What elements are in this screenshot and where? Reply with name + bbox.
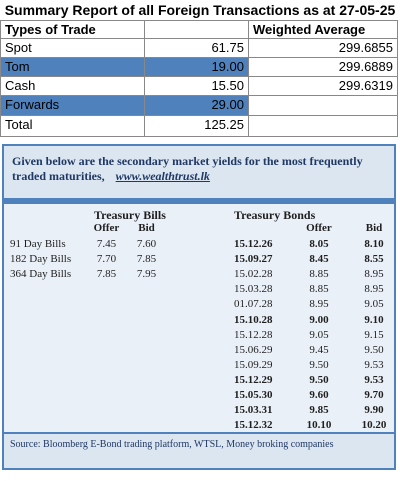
bond-bid: 9.05: [364, 298, 384, 311]
col-head: Offer: [93, 222, 120, 234]
bill-bid: 7.60: [136, 238, 157, 250]
bond-offer: 9.00: [309, 313, 329, 326]
volume: 125.25: [144, 115, 249, 137]
row-label: Total: [0, 115, 145, 137]
weighted-average: 299.6855: [248, 38, 398, 58]
bond-bid: 9.53: [364, 358, 384, 371]
bond-maturity: 15.10.28: [234, 313, 273, 326]
bond-maturity: 15.12.26: [234, 238, 273, 250]
bills-title: Treasury Bills: [94, 208, 166, 222]
bond-offer: 8.85: [309, 283, 329, 296]
bond-maturity: 15.05.30: [234, 389, 273, 401]
bond-bid: 9.50: [364, 343, 384, 356]
bond-maturity: 15.12.32: [234, 419, 273, 432]
row-label: Spot: [0, 38, 145, 58]
bond-bid: 10.20: [361, 419, 387, 432]
bond-bid: 9.70: [364, 389, 384, 401]
bond-maturity: 15.12.28: [234, 328, 273, 341]
bond-offer: 9.05: [309, 328, 329, 341]
bond-offer: 9.85: [309, 404, 329, 417]
bond-offer: 9.50: [309, 358, 329, 371]
bond-bid: 8.10: [364, 238, 384, 250]
bonds-title: Treasury Bonds: [234, 208, 316, 222]
bond-maturity: 15.12.29: [234, 373, 273, 386]
col-head: Offer: [306, 222, 332, 234]
row-label: Tom: [0, 57, 145, 77]
bond-offer: 8.05: [309, 238, 329, 250]
row-label: Cash: [0, 76, 145, 96]
bill-bid: 7.95: [136, 268, 157, 281]
yields-panel: Given below are the secondary market yie…: [2, 144, 396, 470]
bill-offer: 7.45: [96, 238, 117, 250]
bond-bid: 9.15: [364, 328, 384, 341]
bill-name: 182 Day Bills: [10, 253, 72, 266]
bond-offer: 9.60: [309, 389, 329, 401]
summary-table: Types of Trade Weighted Average Spot 61.75 2…: [0, 20, 400, 138]
bond-bid: 8.55: [364, 253, 384, 266]
bond-offer: 10.10: [306, 419, 332, 432]
bond-bid: 9.10: [364, 313, 384, 326]
bond-offer: 9.45: [309, 343, 329, 356]
bond-bid: 8.95: [364, 268, 384, 281]
bond-maturity: 15.03.28: [234, 283, 273, 296]
divider: [4, 198, 394, 204]
bill-bid: 7.85: [136, 253, 157, 266]
bill-name: 91 Day Bills: [10, 238, 66, 250]
summary-title: Summary Report of all Foreign Transactio…: [4, 2, 396, 18]
row-label: Forwards: [0, 95, 145, 116]
bond-offer: 8.85: [309, 268, 329, 281]
header-cell: [144, 20, 249, 39]
source: Source: Bloomberg E-Bond trading platfor…: [10, 439, 334, 450]
weighted-average: 299.6319: [248, 76, 398, 96]
bond-offer: 8.45: [309, 253, 329, 266]
intro-text: Given below are the secondary market yie…: [12, 154, 363, 183]
divider: [4, 432, 394, 434]
volume: 29.00: [144, 95, 249, 116]
yields-body: [4, 204, 394, 432]
bond-maturity: 15.09.27: [234, 253, 273, 266]
weighted-average: [248, 95, 398, 116]
bond-maturity: 15.06.29: [234, 343, 273, 356]
yields-intro: Given below are the secondary market yie…: [12, 154, 392, 184]
bond-bid: 9.90: [364, 404, 384, 417]
volume: 61.75: [144, 38, 249, 58]
bond-offer: 8.95: [309, 298, 329, 311]
bond-maturity: 01.07.28: [234, 298, 273, 311]
bond-maturity: 15.03.31: [234, 404, 273, 417]
col-head: Bid: [365, 222, 383, 234]
weighted-average: [248, 115, 398, 137]
volume: 15.50: [144, 76, 249, 96]
bill-name: 364 Day Bills: [10, 268, 72, 281]
link[interactable]: www.wealthtrust.lk: [115, 169, 210, 183]
bill-offer: 7.85: [96, 268, 117, 281]
bond-bid: 9.53: [364, 373, 384, 386]
bond-offer: 9.50: [309, 373, 329, 386]
bill-offer: 7.70: [96, 253, 117, 266]
bond-maturity: 15.09.29: [234, 358, 273, 371]
bond-bid: 8.95: [364, 283, 384, 296]
header-cell: Types of Trade: [0, 20, 145, 39]
col-head: Bid: [138, 222, 155, 234]
weighted-average: 299.6889: [248, 57, 398, 77]
bond-maturity: 15.02.28: [234, 268, 273, 281]
volume: 19.00: [144, 57, 249, 77]
header-cell: Weighted Average: [248, 20, 398, 39]
